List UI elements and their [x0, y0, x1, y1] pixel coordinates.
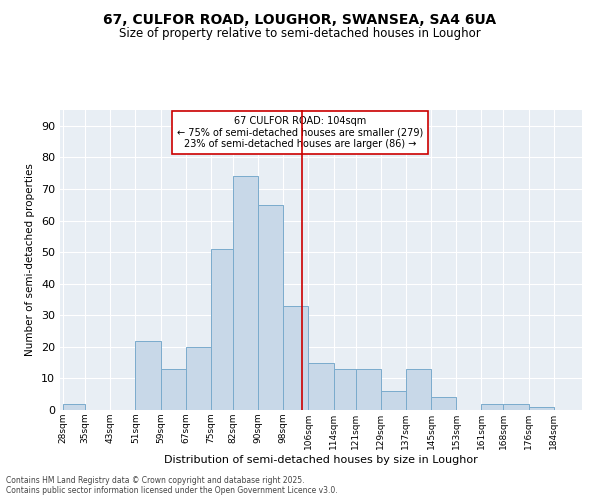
- Text: 67, CULFOR ROAD, LOUGHOR, SWANSEA, SA4 6UA: 67, CULFOR ROAD, LOUGHOR, SWANSEA, SA4 6…: [103, 12, 497, 26]
- Bar: [161, 369, 186, 410]
- Bar: [406, 369, 431, 410]
- Bar: [211, 249, 233, 410]
- Bar: [529, 407, 554, 410]
- Bar: [381, 391, 406, 410]
- Bar: [233, 176, 258, 410]
- Bar: [186, 347, 211, 410]
- Text: Size of property relative to semi-detached houses in Loughor: Size of property relative to semi-detach…: [119, 28, 481, 40]
- Bar: [334, 369, 356, 410]
- Bar: [308, 362, 334, 410]
- Bar: [258, 204, 283, 410]
- Bar: [431, 398, 456, 410]
- Bar: [283, 306, 308, 410]
- Text: Contains HM Land Registry data © Crown copyright and database right 2025.
Contai: Contains HM Land Registry data © Crown c…: [6, 476, 338, 495]
- Bar: [503, 404, 529, 410]
- X-axis label: Distribution of semi-detached houses by size in Loughor: Distribution of semi-detached houses by …: [164, 454, 478, 464]
- Bar: [356, 369, 381, 410]
- Bar: [481, 404, 503, 410]
- Y-axis label: Number of semi-detached properties: Number of semi-detached properties: [25, 164, 35, 356]
- Bar: [63, 404, 85, 410]
- Bar: [136, 340, 161, 410]
- Text: 67 CULFOR ROAD: 104sqm
← 75% of semi-detached houses are smaller (279)
23% of se: 67 CULFOR ROAD: 104sqm ← 75% of semi-det…: [177, 116, 423, 149]
